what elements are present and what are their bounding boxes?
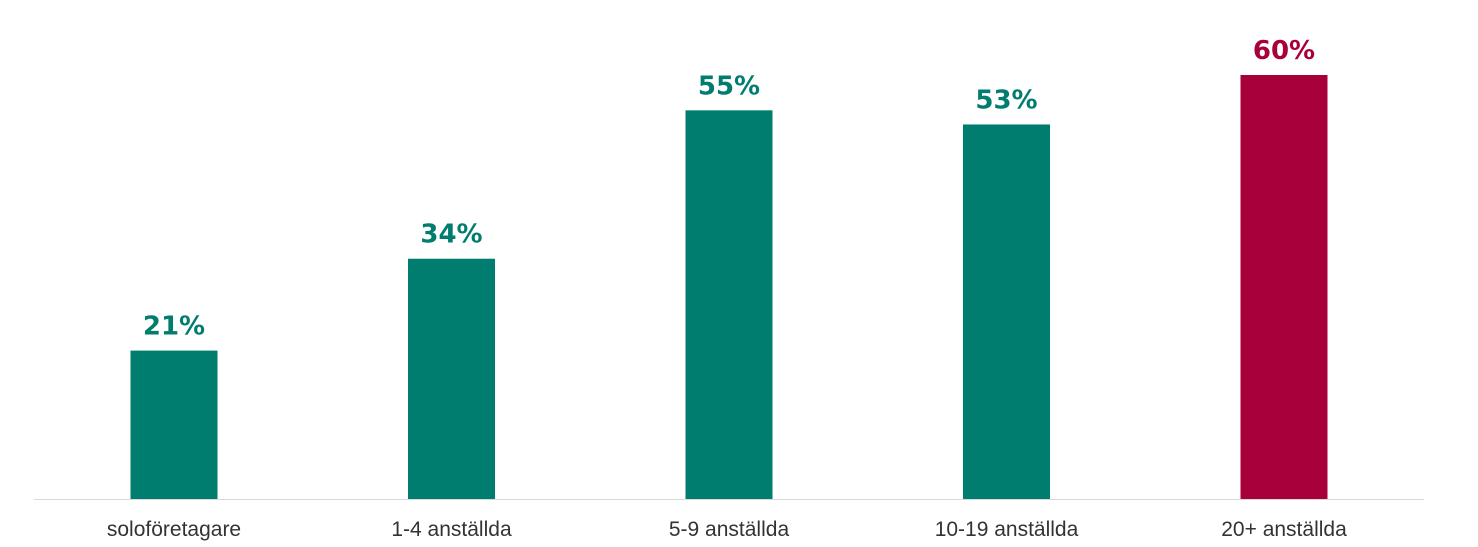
- x-tick-labels-group: soloföretagare 1-4 anställda 5-9 anställda…: [107, 518, 1347, 541]
- value-label-soloforetagare: 21%: [143, 312, 205, 342]
- value-label-20plus-anstallda: 60%: [1253, 36, 1315, 66]
- x-tick-label-soloforetagare: soloföretagare: [107, 518, 241, 541]
- x-tick-label-1-4-anstallda: 1-4 anställda: [391, 518, 512, 541]
- bar-5-9-anstallda: [685, 110, 773, 499]
- value-label-5-9-anstallda: 55%: [698, 71, 760, 101]
- bar-10-19-anstallda: [963, 124, 1050, 499]
- value-label-10-19-anstallda: 53%: [975, 85, 1037, 115]
- x-tick-label-20plus-anstallda: 20+ anställda: [1221, 518, 1347, 541]
- x-tick-label-5-9-anstallda: 5-9 anställda: [669, 518, 790, 541]
- bars-group: [130, 75, 1328, 499]
- bar-1-4-anstallda: [408, 258, 495, 499]
- bar-20plus-anstallda: [1240, 75, 1328, 499]
- bar-soloforetagare: [130, 350, 218, 499]
- value-labels-group: 21% 34% 55% 53% 60%: [143, 36, 1315, 342]
- value-label-1-4-anstallda: 34%: [420, 220, 482, 250]
- x-tick-label-10-19-anstallda: 10-19 anställda: [935, 518, 1079, 541]
